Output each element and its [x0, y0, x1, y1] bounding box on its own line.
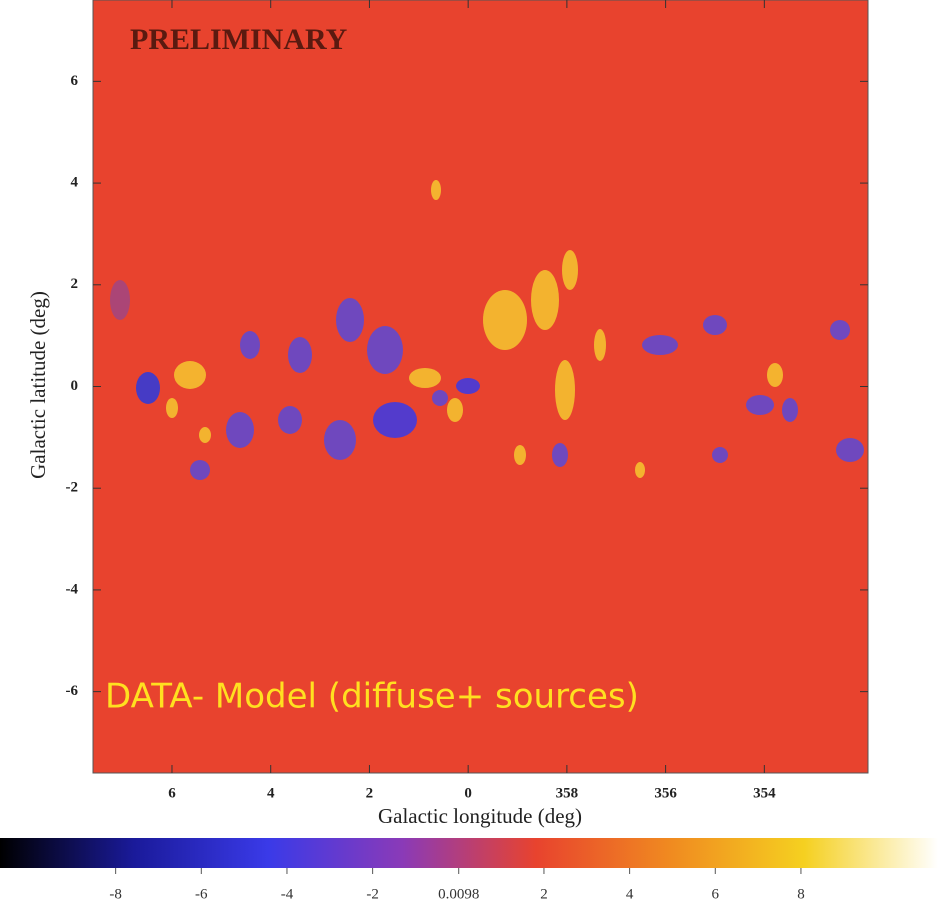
- y-tick-label: -4: [66, 581, 79, 597]
- x-tick-label: 356: [654, 785, 677, 801]
- chart-title: PRELIMINARY: [130, 23, 348, 56]
- colorbar-tick-label: 4: [626, 886, 634, 902]
- x-tick-label: 2: [366, 785, 374, 801]
- colorbar: [0, 838, 938, 868]
- colorbar-tick-label: -6: [195, 886, 208, 902]
- colorbar-tick-label: -2: [366, 886, 379, 902]
- colorbar-tick-label: 8: [797, 886, 805, 902]
- x-axis-title: Galactic longitude (deg): [378, 804, 582, 828]
- x-tick-label: 358: [556, 785, 579, 801]
- y-tick-label: 4: [71, 175, 79, 191]
- residual-map: [110, 180, 864, 480]
- x-tick-label: 4: [267, 785, 275, 801]
- y-tick-label: 2: [71, 276, 79, 292]
- colorbar-tick-label: -4: [281, 886, 294, 902]
- y-tick-label: -2: [66, 480, 79, 496]
- y-tick-label: 0: [71, 378, 79, 394]
- colorbar-tick-label: -8: [109, 886, 122, 902]
- y-tick-label: 6: [71, 73, 79, 89]
- x-tick-label: 0: [464, 785, 472, 801]
- plot-area: [93, 0, 868, 773]
- annotation: DATA- Model (diffuse+ sources): [105, 677, 639, 717]
- x-tick-label: 6: [168, 785, 176, 801]
- colorbar-tick-label: 6: [712, 886, 720, 902]
- colorbar-tick-label: 2: [540, 886, 548, 902]
- y-axis-title: Galactic latitude (deg): [26, 291, 50, 479]
- y-tick-label: -6: [66, 683, 79, 699]
- x-tick-label: 354: [753, 785, 776, 801]
- colorbar-tick-label: 0.0098: [438, 886, 479, 902]
